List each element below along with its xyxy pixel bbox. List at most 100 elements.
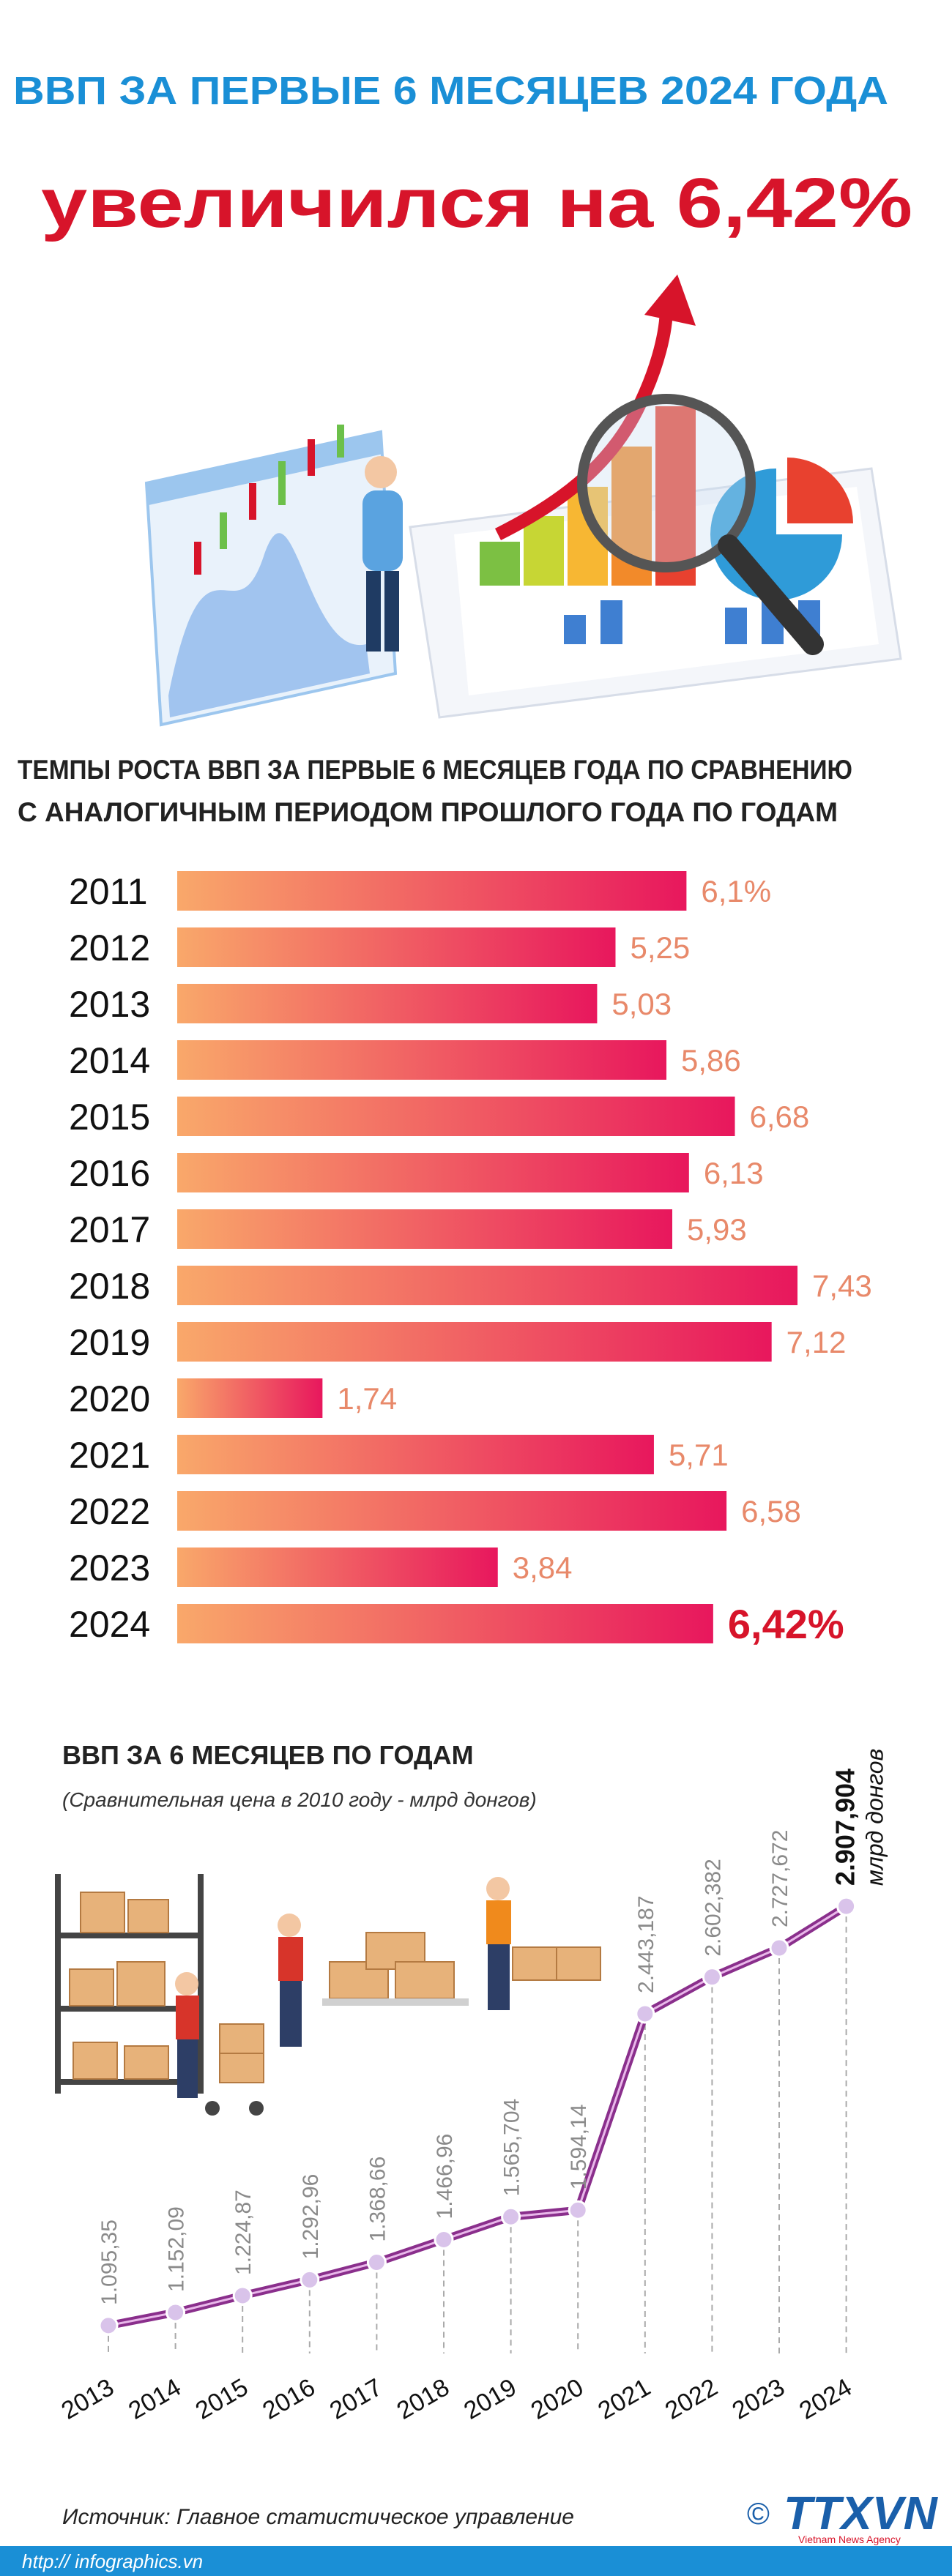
decoration: [69, 1892, 601, 2083]
value-label: 5,03: [611, 987, 672, 1021]
decoration: [564, 615, 586, 644]
value-label: 7,43: [812, 1269, 872, 1303]
decoration: [278, 1937, 303, 1981]
chart-subtitle: (Сравнительная цена в 2010 году - млрд д…: [62, 1788, 537, 1811]
value-label: 2.727,672: [768, 1830, 792, 1927]
decoration: [362, 490, 403, 571]
chart-title: ВВП ЗА 6 МЕСЯЦЕВ ПО ГОДАМ: [62, 1740, 474, 1770]
point: [366, 2252, 387, 2273]
category-label: 2021: [69, 1435, 150, 1476]
category-label: 2017: [69, 1209, 150, 1250]
value-label: 1.368,66: [365, 2157, 390, 2242]
decoration: [175, 1972, 198, 1996]
category-label: 2020: [69, 1378, 150, 1419]
decoration: [80, 1892, 125, 1933]
decoration: [176, 1996, 199, 2039]
value-label: 6,13: [704, 1156, 764, 1190]
bar: [177, 1548, 498, 1587]
bar: [177, 1604, 713, 1643]
value-label: 1.565,704: [500, 2099, 524, 2196]
bar: [177, 1378, 323, 1418]
decoration: [480, 542, 520, 586]
point: [702, 1967, 722, 1987]
value-label: 2.602,382: [701, 1859, 725, 1956]
value-label: 3,84: [513, 1550, 573, 1585]
decoration: [55, 2079, 204, 2085]
value-label: 6,68: [750, 1100, 810, 1134]
source: Источник: Главное статистическое управле…: [62, 2505, 574, 2529]
decoration: [219, 2023, 264, 2054]
decoration: [278, 461, 286, 505]
decoration: [69, 1968, 114, 2006]
decoration: [718, 534, 824, 655]
bar: [177, 927, 616, 967]
decoration: [488, 1944, 510, 2010]
decoration: [512, 1946, 557, 1981]
decoration: [787, 458, 853, 523]
url: http:// infographics.vn: [22, 2550, 203, 2572]
bar-chart: 2011 6,1% 2012 5,25 2013 5,03 2014 5,86 2015 6,68…: [69, 871, 872, 1647]
point: [166, 2302, 186, 2323]
bar: [177, 1266, 798, 1305]
headline: увеличился на 6,42%: [41, 164, 912, 242]
point: [300, 2269, 320, 2290]
decoration: [194, 542, 201, 575]
category-label: 2018: [69, 1266, 150, 1307]
value-label: 5,71: [669, 1438, 729, 1472]
point: [501, 2206, 521, 2227]
decoration: [72, 2042, 118, 2080]
bar: [177, 1322, 772, 1362]
category-label: 2019: [69, 1322, 150, 1363]
value-label: 6,58: [741, 1494, 801, 1528]
point: [836, 1896, 857, 1916]
category-label: 2013: [69, 984, 150, 1025]
illustration: [144, 275, 902, 727]
decoration: [365, 456, 397, 488]
decoration: [220, 512, 227, 549]
decoration: [249, 2101, 264, 2116]
category-label: 2014: [69, 1040, 150, 1081]
agency: Vietnam News Agency: [798, 2534, 901, 2545]
point: [98, 2315, 119, 2336]
decoration: [55, 1933, 204, 1938]
value-label: 1.224,87: [231, 2189, 256, 2275]
decoration: [337, 425, 344, 458]
bar: [177, 1435, 654, 1474]
title: ВВП ЗА ПЕРВЫЕ 6 МЕСЯЦЕВ 2024 ГОДА: [13, 69, 888, 113]
value-label: 5,25: [631, 930, 691, 965]
decoration: [278, 1914, 301, 1937]
decoration: [205, 2101, 220, 2116]
bar: [177, 1097, 735, 1136]
decoration: [146, 432, 383, 505]
decoration: [249, 483, 256, 520]
decoration: [655, 406, 696, 586]
decoration: [556, 1946, 601, 1981]
category-label: 2023: [69, 1548, 150, 1588]
decoration: [524, 516, 564, 586]
decoration: [644, 275, 696, 326]
value-label: 6,42%: [728, 1601, 844, 1647]
decoration: [127, 1899, 169, 1933]
point: [434, 2229, 454, 2250]
decoration: [486, 1877, 510, 1900]
decoration: [280, 1981, 302, 2047]
decoration: [177, 2039, 198, 2098]
value-label: 1.095,35: [97, 2220, 122, 2305]
bar: [177, 1040, 667, 1080]
value-label: 2.443,187: [634, 1895, 658, 1993]
decoration: [116, 1961, 166, 2006]
category-label: 2024: [69, 1604, 150, 1645]
point: [635, 2004, 655, 2024]
bar: [177, 871, 687, 911]
value-label: 7,12: [786, 1325, 847, 1359]
value-label: 6,1%: [701, 874, 771, 908]
value-label: 1.594,14: [567, 2104, 591, 2189]
decoration: [395, 1961, 455, 1999]
decoration: [124, 2045, 169, 2080]
decoration: [600, 600, 622, 644]
decoration: [577, 394, 756, 572]
decoration: [168, 533, 370, 717]
illustration: [55, 1874, 601, 2116]
point: [769, 1938, 789, 1958]
